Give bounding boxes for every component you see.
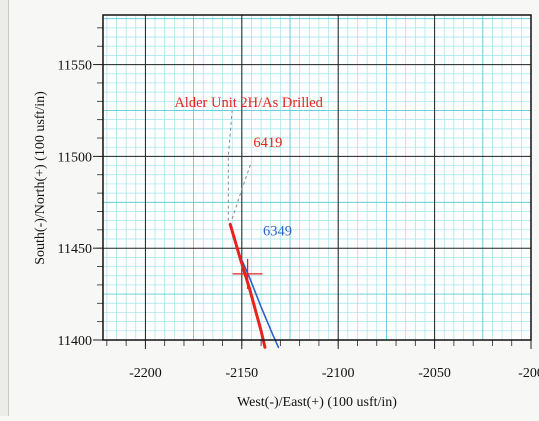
x-tick-label: -200 <box>518 366 539 381</box>
series-line-as-drilled <box>228 222 267 349</box>
series-line-secondary <box>239 254 280 349</box>
annotation-6349: 6349 <box>263 223 292 239</box>
y-axis-label: South(-)/North(+) (100 usft/in) <box>33 91 48 265</box>
window-edge <box>0 0 9 416</box>
y-tick-label: 11500 <box>58 150 92 165</box>
annotation-series-label: Alder Unit 2H/As Drilled <box>174 95 323 111</box>
plot-background <box>103 15 531 340</box>
annotation-6419: 6419 <box>253 135 282 151</box>
y-tick-label: 11550 <box>58 59 92 74</box>
annotations-group: Alder Unit 2H/As Drilled 6419 6349 <box>174 95 324 289</box>
plot-border <box>102 14 532 341</box>
x-tick-label: -2200 <box>129 366 162 381</box>
series-group <box>227 110 280 349</box>
y-tick-label: 11450 <box>58 242 92 257</box>
x-tick-label: -2100 <box>322 366 355 381</box>
x-tick-label: -2150 <box>225 366 258 381</box>
y-tick-label: 11400 <box>58 334 92 349</box>
axis-ticks: -2200 -2150 -2100 -2050 -200 11550 11500 11450 1… <box>58 27 539 381</box>
major-grid <box>103 15 531 340</box>
x-axis-label: West(-)/East(+) (100 usft/in) <box>237 395 397 410</box>
projection-line <box>231 161 252 219</box>
x-tick-label: -2050 <box>418 366 451 381</box>
